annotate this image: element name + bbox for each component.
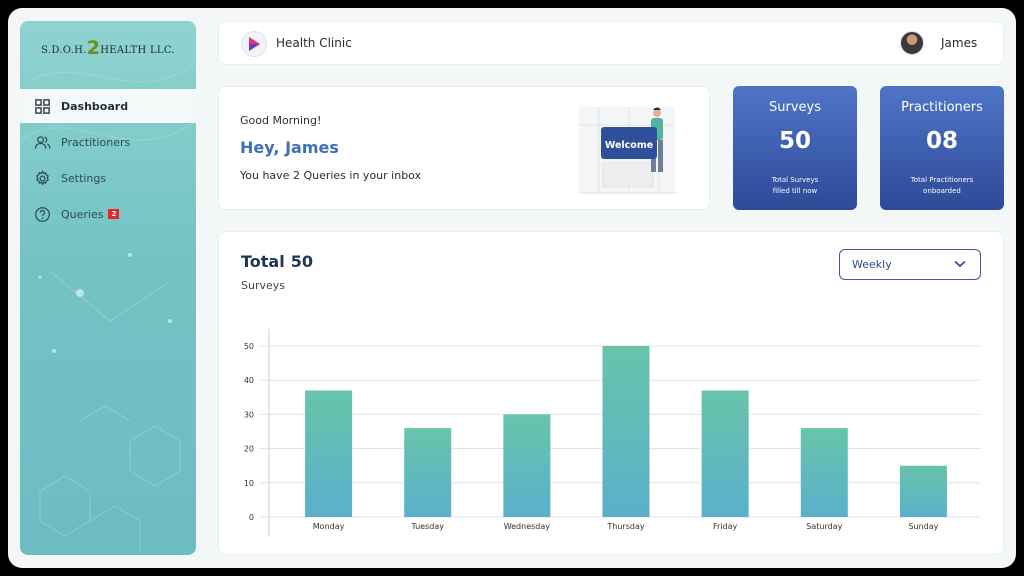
x-tick-label: Sunday [908, 522, 938, 531]
sidebar-item-label: Practitioners [61, 135, 131, 149]
y-tick-label: 10 [244, 479, 254, 488]
bar-sunday[interactable] [899, 465, 947, 517]
bar-saturday[interactable] [800, 428, 848, 517]
inbox-message: You have 2 Queries in your inbox [240, 169, 422, 182]
stat-description: Total Practitioners onboarded [910, 176, 974, 195]
welcome-sign-text: Welcome [605, 140, 653, 151]
stat-description: Total Surveys filled till now [771, 176, 819, 195]
y-tick-label: 0 [249, 513, 254, 522]
sidebar-item-practitioners[interactable]: Practitioners [20, 125, 196, 159]
greeting-text: Good Morning! [240, 114, 322, 127]
grid-icon [35, 98, 50, 114]
users-icon [34, 135, 51, 149]
chevron-down-icon [954, 260, 966, 268]
surveys-chart-card: Total 50 Surveys Weekly 0 10 20 30 40 50 Monday… [218, 231, 1004, 555]
bar-chart: 0 10 20 30 40 50 Monday Tuesday Wednesday Thursda… [244, 329, 981, 537]
stat-value: 50 [778, 128, 811, 154]
queries-count-badge: 2 [108, 209, 120, 219]
bar-thursday[interactable] [602, 346, 650, 517]
clinic-name: Health Clinic [276, 36, 352, 50]
stat-value: 08 [925, 128, 958, 154]
chart-title: Total 50 [241, 252, 313, 271]
practitioners-stat-card[interactable]: Practitioners 08 Total Practitioners onb… [880, 86, 1004, 210]
sidebar: S.D.O.H.2HEALTH LLC. Dashboard Practitio… [20, 21, 196, 555]
surveys-stat-card[interactable]: Surveys 50 Total Surveys filled till now [733, 86, 857, 210]
gear-icon [36, 169, 49, 185]
period-dropdown[interactable]: Weekly [839, 249, 981, 280]
x-tick-label: Saturday [806, 522, 842, 531]
user-name[interactable]: James [941, 36, 978, 50]
bar-monday[interactable] [305, 390, 353, 517]
user-avatar[interactable] [900, 31, 924, 55]
help-circle-icon [35, 206, 50, 222]
y-tick-label: 50 [244, 342, 254, 351]
sidebar-item-settings[interactable]: Settings [20, 161, 196, 195]
dropdown-value: Weekly [852, 258, 892, 271]
x-tick-label: Wednesday [504, 522, 551, 531]
x-tick-label: Thursday [606, 522, 644, 531]
hey-user-heading: Hey, James [240, 138, 339, 157]
company-logo: S.D.O.H.2HEALTH LLC. [41, 37, 175, 59]
x-tick-label: Monday [313, 522, 345, 531]
sidebar-item-label: Dashboard [61, 99, 129, 113]
sidebar-item-dashboard[interactable]: Dashboard [20, 89, 196, 123]
top-header: Health Clinic James [218, 21, 1004, 65]
x-tick-label: Tuesday [410, 522, 444, 531]
stat-label: Practitioners [901, 100, 983, 115]
welcome-card: Good Morning! Hey, James You have 2 Quer… [218, 86, 710, 210]
sidebar-item-label: Settings [61, 171, 107, 185]
y-tick-label: 30 [244, 410, 254, 419]
molecule-background [20, 60, 196, 551]
bar-tuesday[interactable] [404, 428, 452, 517]
welcome-illustration: Welcome [579, 107, 677, 194]
y-tick-label: 40 [244, 376, 254, 385]
y-tick-label: 20 [244, 445, 254, 454]
clinic-logo-icon [241, 31, 267, 57]
bar-friday[interactable] [701, 390, 749, 517]
stat-label: Surveys [769, 100, 821, 115]
sidebar-item-label: Queries [61, 207, 104, 221]
chart-subtitle: Surveys [241, 279, 285, 292]
app-frame: S.D.O.H.2HEALTH LLC. Dashboard Practitio… [8, 8, 1016, 568]
sidebar-item-queries[interactable]: Queries 2 [20, 197, 196, 231]
bar-wednesday[interactable] [503, 414, 551, 517]
x-tick-label: Friday [713, 522, 738, 531]
